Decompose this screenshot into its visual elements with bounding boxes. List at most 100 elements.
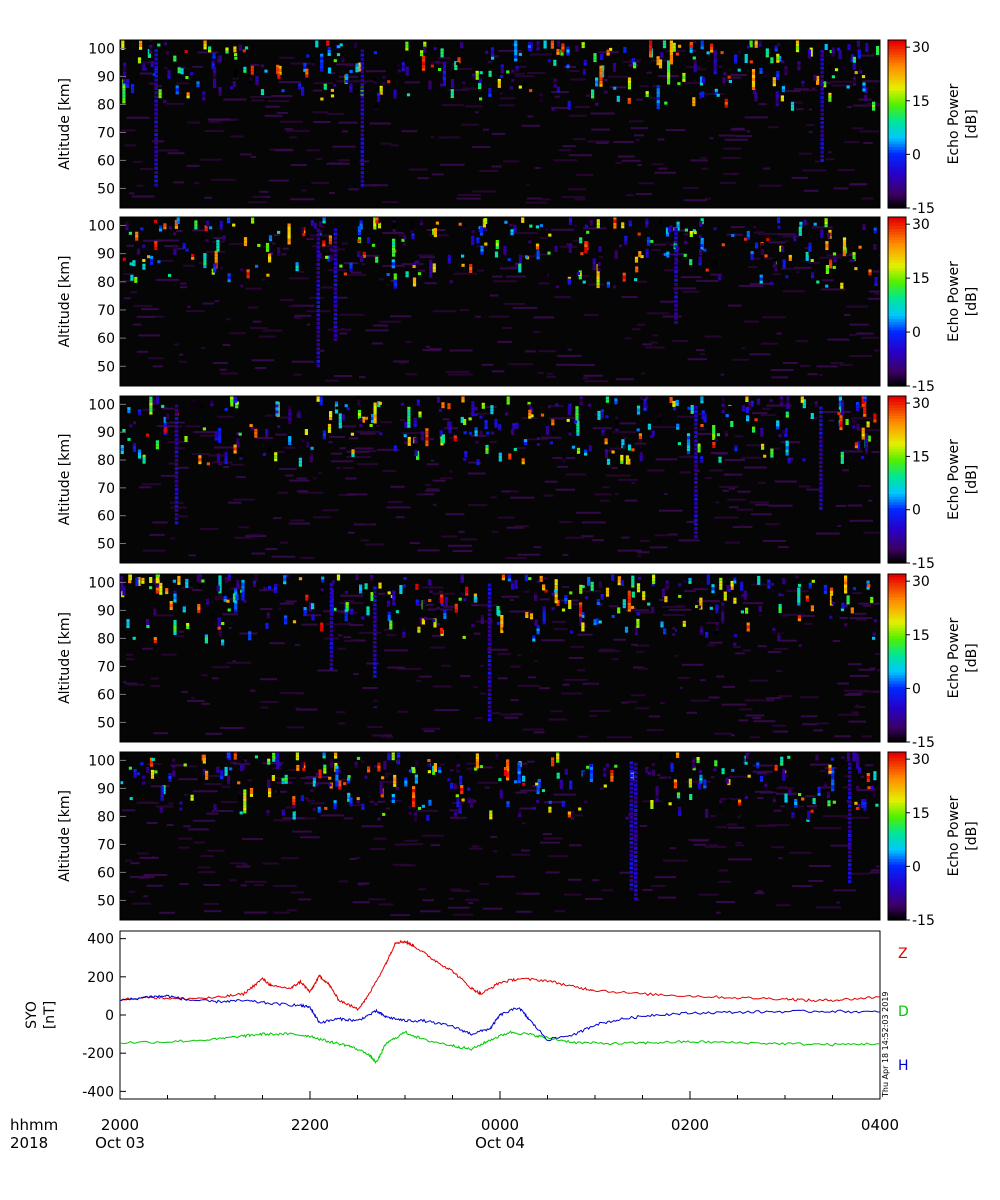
echo-cell xyxy=(386,603,391,607)
echo-cell xyxy=(737,50,741,54)
echo-cell xyxy=(149,44,153,48)
echo-cell xyxy=(197,610,201,613)
colorbar-segment xyxy=(888,607,906,611)
echo-cell xyxy=(279,299,294,302)
echo-cell xyxy=(334,620,338,624)
echo-cell xyxy=(194,226,198,230)
echo-cell xyxy=(293,316,302,319)
echo-cell xyxy=(498,427,502,431)
echo-cell xyxy=(415,602,419,606)
echo-cell xyxy=(758,40,762,44)
echo-cell xyxy=(854,71,858,75)
echo-cell xyxy=(225,50,229,54)
echo-cell xyxy=(481,405,485,409)
colorbar-segment xyxy=(888,304,906,308)
echo-cell xyxy=(691,839,709,842)
echo-cell xyxy=(355,69,359,73)
echo-cell xyxy=(332,248,346,251)
echo-cell xyxy=(617,610,621,614)
echo-cell xyxy=(526,183,530,186)
echo-cell xyxy=(852,422,856,426)
echo-panel-frame xyxy=(119,395,881,564)
echo-cell xyxy=(523,81,527,85)
echo-cell xyxy=(757,797,764,799)
echo-cell xyxy=(838,50,842,54)
echo-cell xyxy=(596,279,600,283)
echo-cell xyxy=(393,780,397,784)
colorbar-unit: [dB] xyxy=(964,109,980,138)
echo-cell xyxy=(488,93,492,97)
echo-cell xyxy=(627,86,632,90)
echo-cell xyxy=(675,399,679,403)
echo-cell xyxy=(382,469,396,472)
echo-cell xyxy=(612,65,617,69)
echo-cell xyxy=(631,575,635,579)
echo-cell xyxy=(277,75,281,79)
colorbar-segment xyxy=(888,357,906,362)
echo-cell xyxy=(851,127,864,130)
echo-cell xyxy=(360,57,365,61)
echo-cell xyxy=(604,75,628,78)
echo-cell xyxy=(667,66,671,70)
echo-cell xyxy=(752,770,773,773)
echo-cell xyxy=(542,618,546,622)
echo-cell xyxy=(829,262,833,266)
echo-cell xyxy=(479,232,484,236)
echo-cell xyxy=(373,78,377,82)
echo-cell xyxy=(507,574,511,576)
echo-cell xyxy=(551,106,570,109)
echo-cell xyxy=(203,256,207,260)
echo-cell xyxy=(277,72,281,76)
echo-cell xyxy=(364,583,368,587)
colorbar-segment xyxy=(888,65,906,69)
echo-cell xyxy=(744,57,748,60)
echo-cell xyxy=(567,106,571,110)
echo-cell xyxy=(692,103,696,107)
echo-cell xyxy=(242,49,246,53)
echo-cell xyxy=(830,80,854,83)
echo-cell xyxy=(348,273,367,276)
echo-cell xyxy=(754,92,758,96)
echo-cell xyxy=(748,679,769,682)
echo-cell xyxy=(479,882,490,885)
echo-cell xyxy=(625,700,638,703)
echo-cell xyxy=(163,421,185,424)
echo-cell xyxy=(125,658,135,661)
echo-cell xyxy=(593,619,597,623)
echo-cell xyxy=(727,76,741,79)
echo-cell xyxy=(357,409,362,413)
echo-cell xyxy=(439,430,443,434)
echo-cell xyxy=(122,82,126,86)
echo-cell xyxy=(149,757,154,761)
echo-cell xyxy=(615,431,619,435)
echo-cell xyxy=(206,220,210,224)
echo-cell xyxy=(419,225,424,229)
echo-cell xyxy=(387,666,405,669)
echo-cell xyxy=(694,422,698,426)
echo-cell xyxy=(651,609,655,613)
echo-cell xyxy=(686,436,691,440)
echo-cell xyxy=(149,580,153,583)
echo-cell xyxy=(536,443,540,446)
echo-cell xyxy=(422,606,426,610)
colorbar-segment xyxy=(888,93,906,97)
colorbar-segment xyxy=(888,404,906,408)
echo-cell xyxy=(360,87,365,91)
echo-cell xyxy=(700,424,704,427)
echo-cell xyxy=(170,506,187,509)
echo-cell xyxy=(598,581,602,585)
echo-cell xyxy=(730,424,734,427)
echo-cell xyxy=(617,576,621,580)
echo-cell xyxy=(338,121,358,124)
echo-cell xyxy=(575,48,579,52)
echo-cell xyxy=(440,603,444,607)
echo-cell xyxy=(375,217,379,221)
colorbar-segment xyxy=(888,476,906,481)
echo-cell xyxy=(706,51,710,55)
echo-cell xyxy=(770,448,774,452)
echo-cell xyxy=(471,233,475,236)
echo-cell xyxy=(646,236,651,240)
echo-cell xyxy=(689,44,693,48)
echo-cell xyxy=(581,612,585,615)
echo-cell xyxy=(243,66,247,70)
